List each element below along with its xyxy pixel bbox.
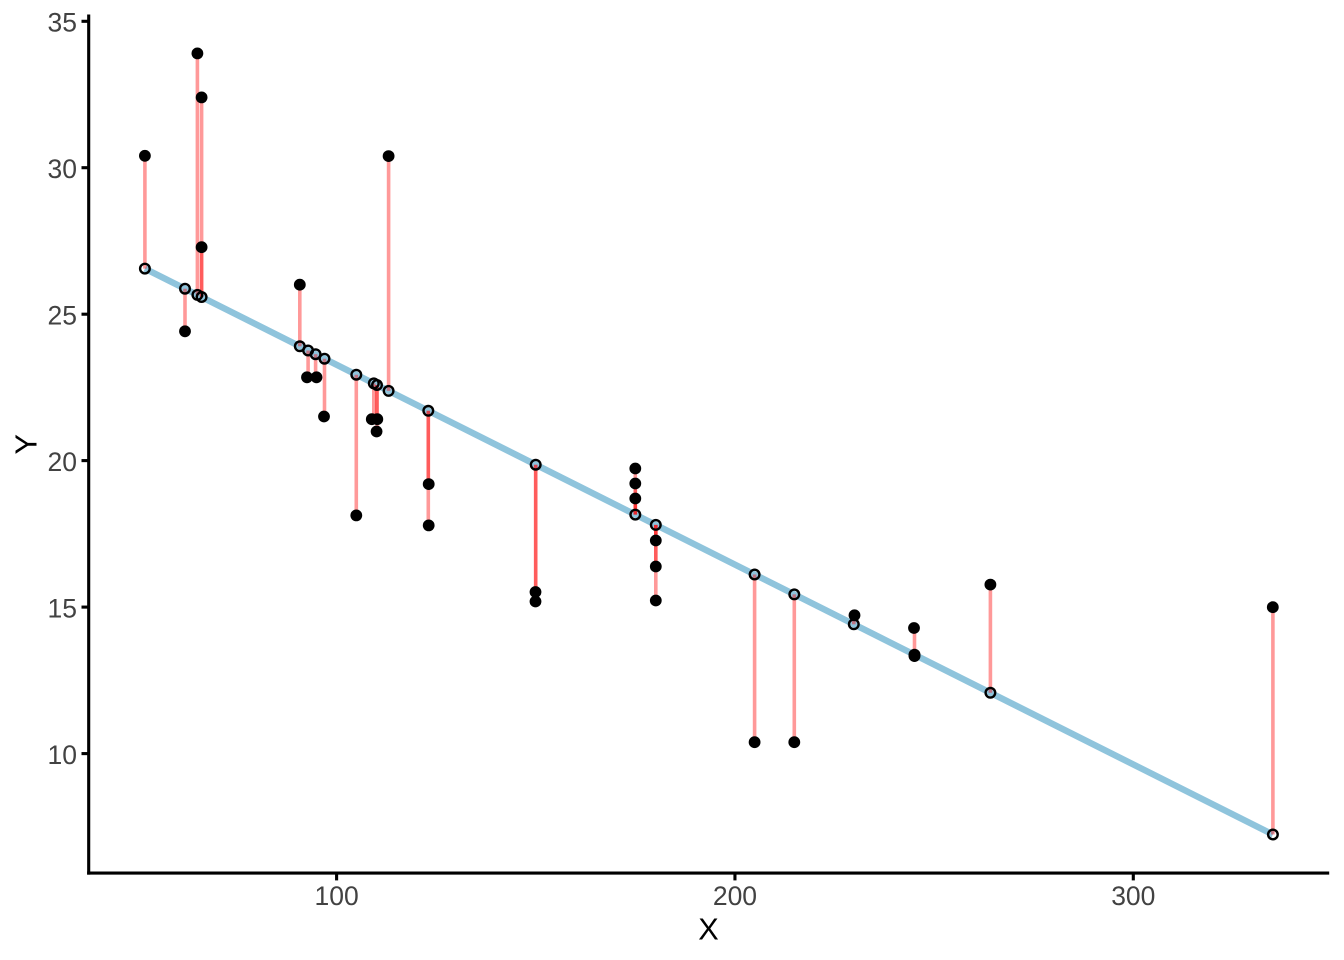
svg-text:20: 20 xyxy=(48,447,77,477)
svg-text:300: 300 xyxy=(1111,881,1155,911)
svg-text:100: 100 xyxy=(314,881,358,911)
svg-text:10: 10 xyxy=(48,740,77,770)
svg-text:Y: Y xyxy=(8,434,43,454)
svg-text:30: 30 xyxy=(48,154,77,184)
svg-text:15: 15 xyxy=(48,593,77,623)
svg-text:35: 35 xyxy=(48,8,77,38)
svg-text:200: 200 xyxy=(713,881,757,911)
svg-text:X: X xyxy=(698,912,718,947)
svg-text:25: 25 xyxy=(48,301,77,331)
